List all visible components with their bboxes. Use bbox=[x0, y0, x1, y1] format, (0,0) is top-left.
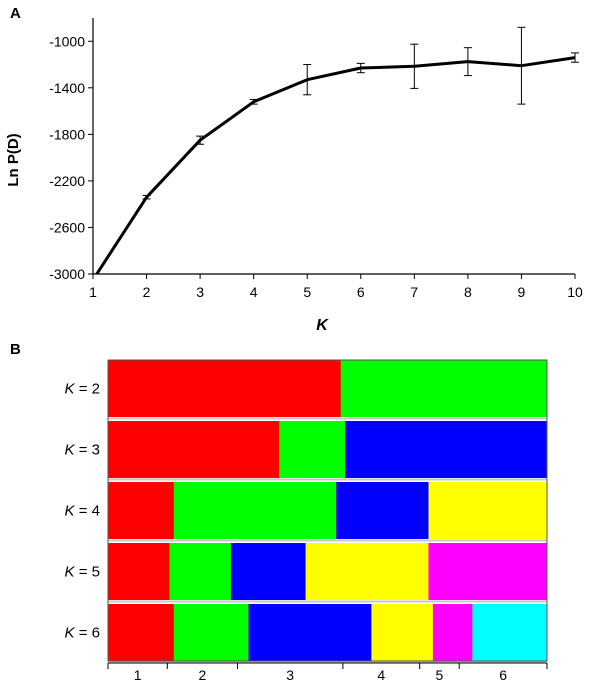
x-tick-label: 5 bbox=[303, 284, 311, 300]
group-label: 3 bbox=[286, 667, 294, 683]
admixture-row bbox=[108, 482, 548, 539]
cluster-segment bbox=[279, 421, 346, 478]
row-label-value: = 5 bbox=[75, 564, 100, 581]
row-label-value: = 4 bbox=[75, 503, 100, 520]
y-tick-label: -1400 bbox=[49, 80, 85, 96]
cluster-segment bbox=[108, 543, 170, 600]
x-axis-label: K bbox=[316, 317, 329, 334]
row-label: K = 5 bbox=[65, 564, 100, 581]
admixture-plot: K = 2K = 3K = 4K = 5K = 61 2 3 4 5 6 bbox=[65, 359, 548, 683]
error-bar bbox=[571, 52, 579, 63]
error-bar bbox=[303, 64, 312, 96]
error-bar bbox=[196, 135, 205, 145]
cluster-segment bbox=[305, 543, 429, 600]
x-tick-label: 1 bbox=[89, 284, 97, 300]
cluster-segment bbox=[432, 604, 473, 661]
error-bar bbox=[517, 26, 526, 105]
cluster-segment bbox=[108, 604, 175, 661]
error-bar bbox=[142, 194, 151, 200]
x-tick-label: 10 bbox=[567, 284, 583, 300]
cluster-segment bbox=[248, 604, 372, 661]
admixture-frame bbox=[107, 359, 548, 662]
row-label-k: K bbox=[65, 625, 76, 642]
panel-b-label: B bbox=[10, 341, 21, 358]
series-line bbox=[94, 56, 576, 274]
x-tick-label: 9 bbox=[518, 284, 526, 300]
cluster-segment bbox=[340, 360, 548, 417]
group-label: 6 bbox=[499, 667, 507, 683]
row-label: K = 2 bbox=[65, 381, 100, 398]
row-label-k: K bbox=[65, 503, 76, 520]
x-tick-label: 6 bbox=[357, 284, 365, 300]
row-label-value: = 6 bbox=[75, 625, 100, 642]
group-label: 1 bbox=[134, 667, 142, 683]
row-label-value: = 3 bbox=[75, 442, 100, 459]
y-tick-label: -2200 bbox=[49, 173, 85, 189]
admixture-row bbox=[108, 421, 548, 478]
cluster-segment bbox=[108, 482, 175, 539]
cluster-segment bbox=[230, 543, 306, 600]
cluster-segment bbox=[336, 482, 429, 539]
y-tick-label: -3000 bbox=[49, 266, 85, 282]
y-axis-label: Ln P(D) bbox=[5, 133, 22, 186]
row-label-value: = 2 bbox=[75, 381, 100, 398]
x-tick-label: 2 bbox=[143, 284, 151, 300]
cluster-segment bbox=[428, 543, 548, 600]
cluster-segment bbox=[173, 482, 337, 539]
x-tick-label: 4 bbox=[250, 284, 258, 300]
x-tick-label: 7 bbox=[410, 284, 418, 300]
admixture-row bbox=[108, 543, 548, 600]
cluster-segment bbox=[108, 360, 342, 417]
group-label: 2 bbox=[199, 667, 207, 683]
group-label: 5 bbox=[436, 667, 444, 683]
x-tick-label: 8 bbox=[464, 284, 472, 300]
group-label: 4 bbox=[377, 667, 385, 683]
row-label-k: K bbox=[65, 564, 76, 581]
admixture-row bbox=[108, 604, 548, 661]
cluster-segment bbox=[428, 482, 548, 539]
error-bar bbox=[410, 43, 419, 89]
y-tick-label: -1000 bbox=[49, 33, 85, 49]
error-bar bbox=[463, 47, 472, 77]
cluster-segment bbox=[108, 421, 280, 478]
row-label: K = 4 bbox=[65, 503, 100, 520]
cluster-segment bbox=[173, 604, 249, 661]
row-label-k: K bbox=[65, 442, 76, 459]
error-bar bbox=[249, 98, 258, 105]
x-tick-label: 3 bbox=[196, 284, 204, 300]
cluster-segment bbox=[472, 604, 548, 661]
cluster-segment bbox=[371, 604, 434, 661]
y-tick-label: -1800 bbox=[49, 126, 85, 142]
cluster-segment bbox=[345, 421, 548, 478]
row-label: K = 3 bbox=[65, 442, 100, 459]
y-tick-label: -2600 bbox=[49, 219, 85, 235]
admixture-row bbox=[108, 360, 548, 417]
panel-a-label: A bbox=[10, 5, 21, 22]
error-bar bbox=[356, 62, 365, 74]
cluster-segment bbox=[169, 543, 232, 600]
row-label: K = 6 bbox=[65, 625, 100, 642]
row-label-k: K bbox=[65, 381, 76, 398]
